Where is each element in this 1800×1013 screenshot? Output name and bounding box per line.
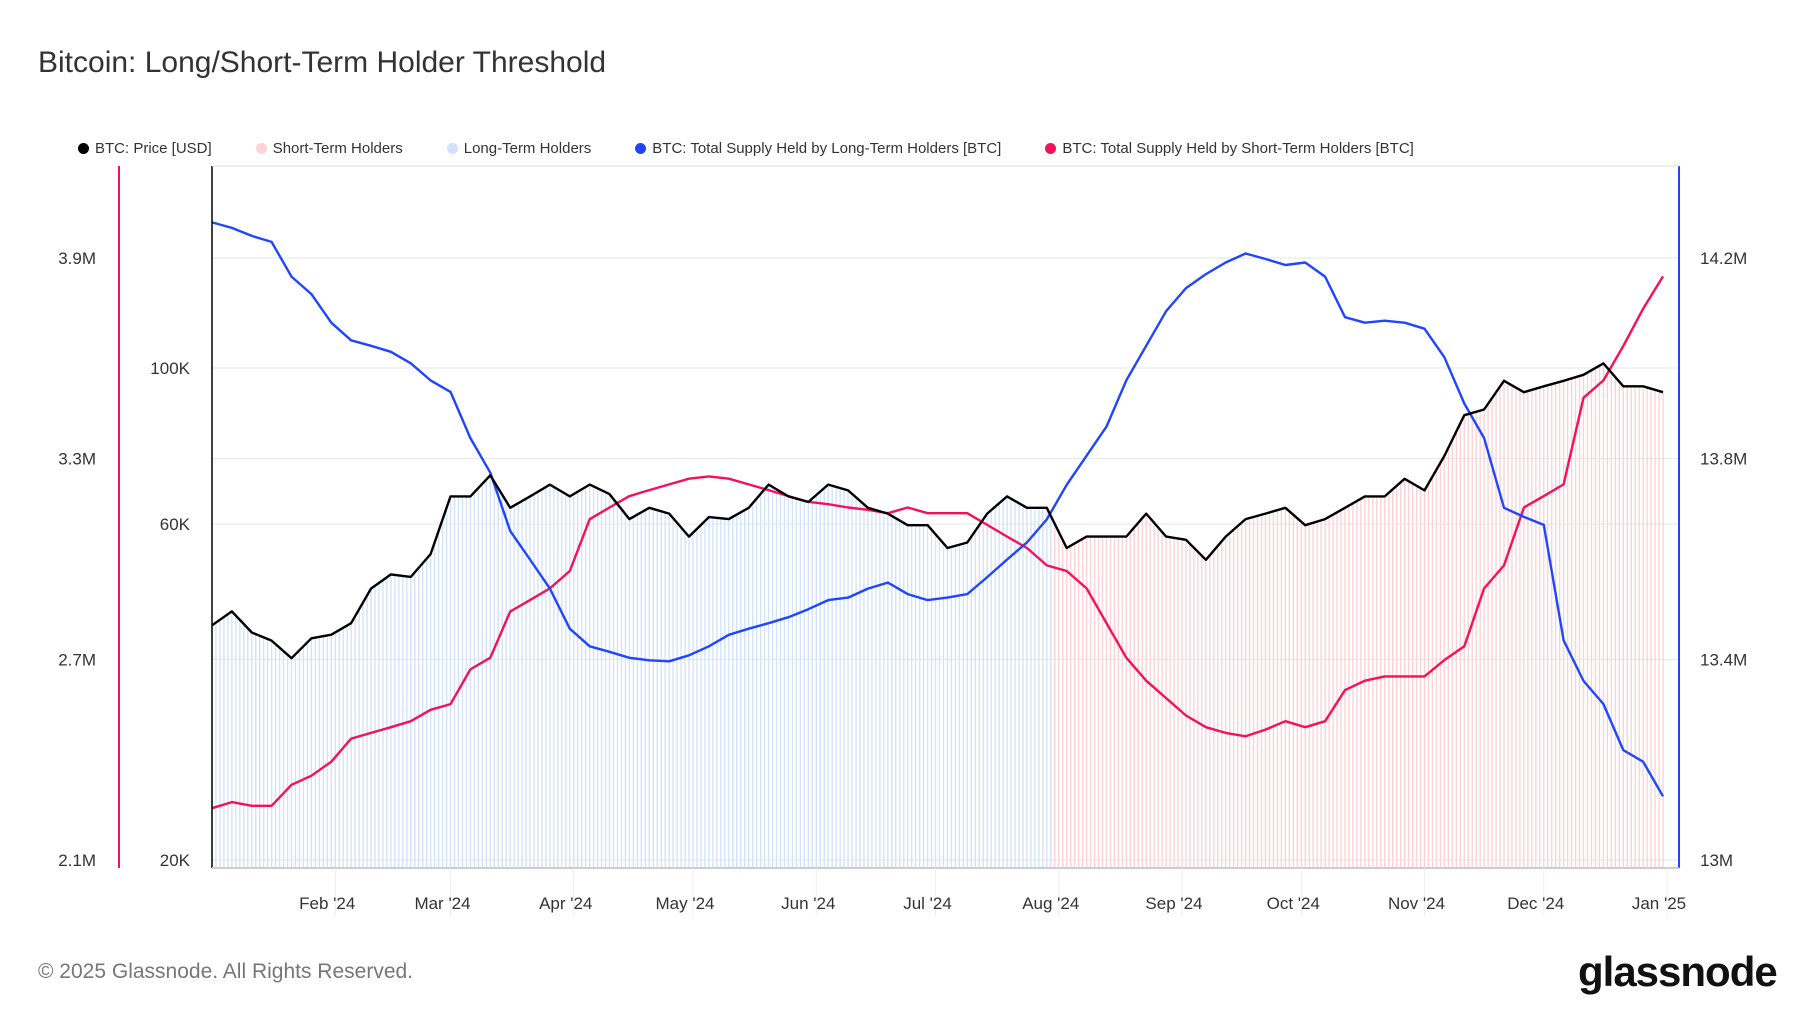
x-tick-label: May '24 [656, 894, 715, 913]
legend-label: BTC: Total Supply Held by Short-Term Hol… [1062, 140, 1414, 157]
legend-dot-icon [255, 143, 267, 154]
x-tick-label: Sep '24 [1145, 894, 1202, 913]
sth-tick-label: 3.9M [58, 249, 96, 268]
lth-tick-label: 14.2M [1700, 249, 1747, 268]
sth-tick-label: 3.3M [58, 450, 96, 469]
legend-dot-icon [78, 143, 89, 154]
legend-label: Long-Term Holders [463, 140, 592, 157]
price-line [211, 362, 1664, 660]
chart-title: Bitcoin: Long/Short-Term Holder Threshol… [38, 46, 607, 79]
price-tick-label: 100K [150, 359, 190, 378]
x-tick-label: Aug '24 [1022, 894, 1079, 913]
lth-tick-label: 13.4M [1700, 650, 1747, 669]
legend: BTC: Price [USD] Short-Term Holders Long… [78, 140, 1458, 157]
legend-item-lth-supply[interactable]: BTC: Total Supply Held by Long-Term Hold… [635, 140, 1001, 157]
legend-item-lth-shade[interactable]: Long-Term Holders [446, 140, 592, 157]
price-tick-label: 20K [160, 851, 191, 870]
x-tick-label: Jan '25 [1632, 894, 1686, 913]
x-tick-label: Mar '24 [414, 894, 470, 913]
legend-dot-icon [635, 143, 647, 154]
copyright-text: © 2025 Glassnode. All Rights Reserved. [38, 960, 414, 983]
legend-item-sth-shade[interactable]: Short-Term Holders [255, 140, 403, 157]
legend-item-price[interactable]: BTC: Price [USD] [78, 140, 212, 157]
legend-label: Short-Term Holders [272, 140, 403, 157]
legend-dot-icon [1045, 143, 1057, 154]
legend-item-sth-supply[interactable]: BTC: Total Supply Held by Short-Term Hol… [1045, 140, 1414, 157]
sth-tick-label: 2.7M [58, 650, 96, 669]
sth-supply-line [211, 275, 1665, 810]
glassnode-logo: glassnode [1578, 948, 1778, 995]
legend-label: BTC: Total Supply Held by Long-Term Hold… [652, 140, 1002, 157]
x-tick-label: Apr '24 [539, 894, 592, 913]
x-tick-label: Jul '24 [903, 894, 952, 913]
x-tick-label: Jun '24 [781, 894, 835, 913]
legend-dot-icon [446, 143, 458, 154]
x-tick-label: Oct '24 [1267, 894, 1320, 913]
price-tick-label: 60K [160, 515, 191, 534]
lth-supply-line [211, 221, 1665, 797]
legend-label: BTC: Price [USD] [95, 140, 212, 157]
x-tick-label: Dec '24 [1507, 894, 1564, 913]
x-tick-label: Feb '24 [299, 894, 355, 913]
lth-tick-label: 13M [1700, 851, 1733, 870]
x-tick-label: Nov '24 [1388, 894, 1445, 913]
lth-tick-label: 13.8M [1700, 450, 1747, 469]
sth-tick-label: 2.1M [58, 851, 96, 870]
